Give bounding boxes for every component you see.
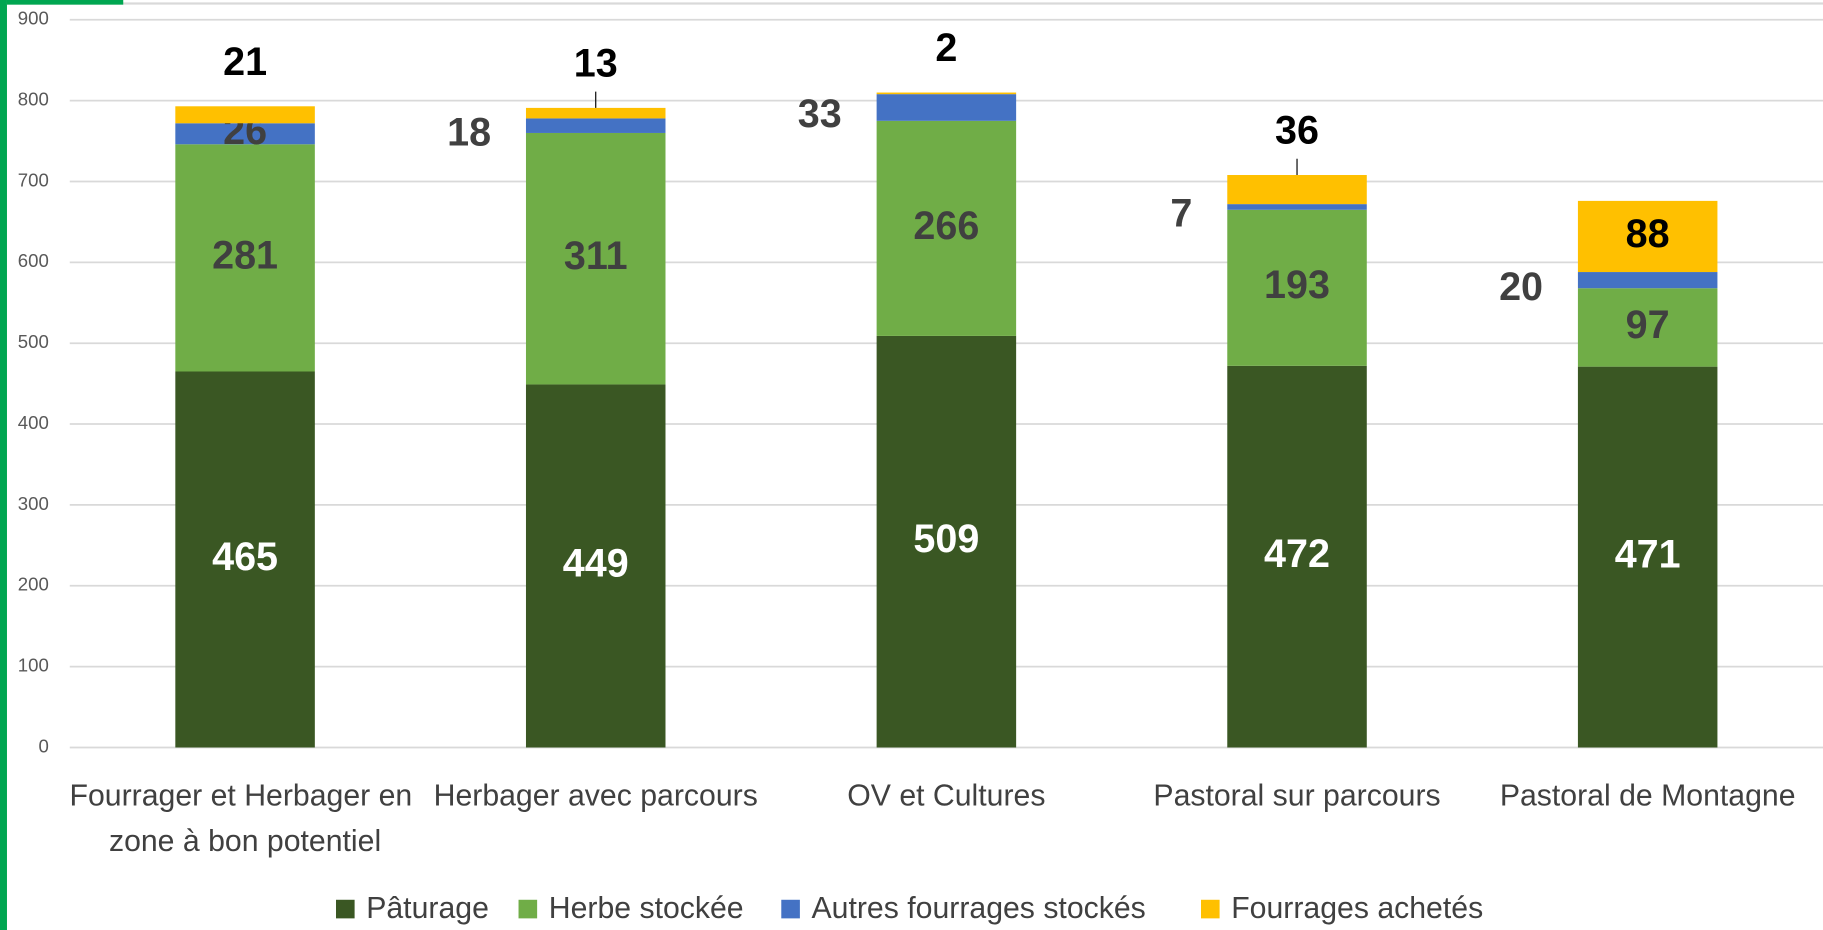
bar-segment — [175, 106, 315, 124]
data-label: 88 — [1626, 212, 1670, 256]
bar-segment — [1577, 288, 1718, 367]
bar-segment — [876, 92, 1017, 95]
data-label: 449 — [563, 541, 629, 585]
bar-segment — [525, 118, 666, 133]
bar-segment — [1227, 204, 1367, 210]
y-tick-label: 0 — [38, 735, 48, 756]
y-tick-label: 700 — [18, 169, 49, 190]
bar-segment — [175, 371, 315, 748]
y-tick-label: 600 — [18, 250, 49, 271]
bar-segment — [525, 384, 666, 748]
bar-segment — [1577, 200, 1718, 273]
x-tick-label: OV et Cultures — [847, 779, 1045, 812]
bar-segment — [1577, 366, 1718, 748]
x-tick-label: Fourrager et Herbager en zone à bon pote… — [70, 779, 421, 857]
data-label: 509 — [913, 517, 979, 561]
y-tick-label: 800 — [18, 89, 49, 110]
data-label: 472 — [1264, 532, 1330, 576]
frame-tab — [6, 0, 124, 5]
y-tick-label: 500 — [18, 331, 49, 352]
bar-segment — [876, 120, 1017, 336]
bar-segment — [1227, 365, 1367, 748]
legend-label: Fourrages achetés — [1231, 892, 1483, 925]
data-label: 311 — [564, 234, 628, 278]
data-label: 20 — [1499, 265, 1543, 309]
y-tick-label: 400 — [18, 412, 49, 433]
legend-swatch — [335, 899, 355, 919]
frame-edge — [0, 0, 7, 930]
data-label: 97 — [1626, 303, 1670, 347]
data-label: 21 — [223, 40, 267, 84]
x-tick-label: Pastoral sur parcours — [1153, 779, 1440, 812]
bar-segment — [1227, 175, 1367, 205]
data-label: 13 — [574, 41, 618, 85]
bar-segment — [1577, 272, 1718, 289]
bar-segment — [525, 107, 666, 119]
legend-label: Autres fourrages stockés — [812, 892, 1146, 925]
data-label: 18 — [447, 110, 491, 154]
bar-segment — [876, 335, 1017, 748]
legend-swatch — [518, 899, 538, 919]
y-tick-label: 900 — [18, 8, 49, 29]
x-tick-label: Pastoral de Montagne — [1500, 779, 1796, 812]
data-label: 471 — [1615, 533, 1681, 577]
legend-swatch — [1200, 899, 1220, 919]
data-label: 7 — [1170, 192, 1192, 236]
data-label: 266 — [913, 204, 979, 248]
x-tick-label: Herbager avec parcours — [434, 779, 758, 812]
bar-segment — [175, 144, 315, 372]
y-tick-label: 300 — [18, 493, 49, 514]
legend-swatch — [781, 899, 800, 919]
legend-label: Pâturage — [366, 892, 489, 925]
legend-label: Herbe stockée — [549, 892, 744, 925]
y-tick-label: 100 — [18, 655, 49, 676]
bar-segment — [1227, 209, 1367, 366]
y-tick-label: 200 — [18, 574, 49, 595]
data-label: 281 — [212, 233, 278, 277]
bar-segment — [876, 94, 1017, 121]
data-label: 193 — [1264, 263, 1330, 307]
data-label: 465 — [212, 535, 278, 579]
data-label: 36 — [1275, 109, 1319, 153]
bar-segment — [175, 123, 315, 145]
data-label: 33 — [798, 92, 842, 136]
bar-segment — [525, 132, 666, 385]
data-label: 2 — [935, 26, 957, 70]
